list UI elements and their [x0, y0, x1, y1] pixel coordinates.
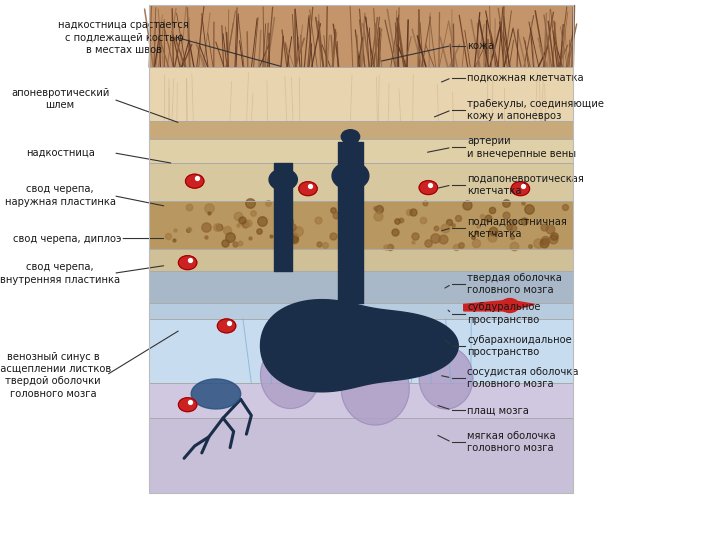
Text: плащ мозга: плащ мозга: [467, 405, 529, 415]
Circle shape: [178, 398, 197, 412]
Polygon shape: [261, 300, 458, 392]
Polygon shape: [261, 342, 320, 408]
Bar: [149, 271, 573, 303]
Bar: [149, 418, 573, 493]
Circle shape: [178, 256, 197, 270]
Bar: [149, 201, 573, 249]
Circle shape: [332, 162, 369, 190]
Text: подапоневротическая
клетчатка: подапоневротическая клетчатка: [467, 174, 584, 196]
Bar: [149, 5, 573, 67]
Bar: [149, 5, 573, 493]
Text: сосудистая оболочка
головного мозга: сосудистая оболочка головного мозга: [467, 367, 578, 389]
Text: свод черепа, диплоэ: свод черепа, диплоэ: [13, 234, 122, 243]
Circle shape: [501, 299, 519, 312]
Text: кожа: кожа: [467, 41, 494, 50]
Circle shape: [511, 182, 530, 196]
Text: подкожная клетчатка: подкожная клетчатка: [467, 73, 584, 83]
Bar: [149, 383, 573, 418]
Text: надкостница срастается
с подлежащей костью
в местах швов: надкостница срастается с подлежащей кост…: [59, 20, 189, 55]
Polygon shape: [341, 352, 409, 425]
Text: артерии
и внечерепные вены: артерии и внечерепные вены: [467, 136, 576, 159]
Text: субдуральное
пространство: субдуральное пространство: [467, 302, 541, 325]
Text: мягкая оболочка
головного мозга: мягкая оболочка головного мозга: [467, 431, 556, 453]
Bar: [149, 163, 573, 201]
Circle shape: [185, 174, 204, 188]
Text: трабекулы, соединяющие
кожу и апоневроз: трабекулы, соединяющие кожу и апоневроз: [467, 99, 605, 121]
Text: венозный синус в
расщеплении листков
твердой оболочки
головного мозга: венозный синус в расщеплении листков тве…: [0, 352, 112, 399]
Circle shape: [341, 130, 360, 144]
Circle shape: [269, 169, 297, 190]
Bar: [149, 67, 573, 121]
Text: субарахноидальное
пространство: субарахноидальное пространство: [467, 334, 572, 357]
Circle shape: [419, 181, 438, 195]
Text: поднадкостничная
клетчатка: поднадкостничная клетчатка: [467, 217, 567, 239]
Bar: [149, 319, 573, 383]
Polygon shape: [419, 347, 473, 409]
Text: свод черепа,
наружная пластинка: свод черепа, наружная пластинка: [5, 184, 115, 207]
Bar: [149, 249, 573, 271]
Text: надкостница: надкостница: [25, 148, 95, 158]
Bar: [149, 139, 573, 163]
Text: апоневротический
шлем: апоневротический шлем: [11, 88, 109, 110]
Polygon shape: [464, 300, 535, 311]
Polygon shape: [191, 379, 241, 409]
Circle shape: [217, 319, 236, 333]
Bar: [149, 303, 573, 319]
Circle shape: [299, 182, 317, 196]
Text: свод черепа,
внутренняя пластинка: свод черепа, внутренняя пластинка: [0, 262, 120, 285]
Text: твердая оболочка
головного мозга: твердая оболочка головного мозга: [467, 273, 562, 295]
Bar: [149, 121, 573, 139]
